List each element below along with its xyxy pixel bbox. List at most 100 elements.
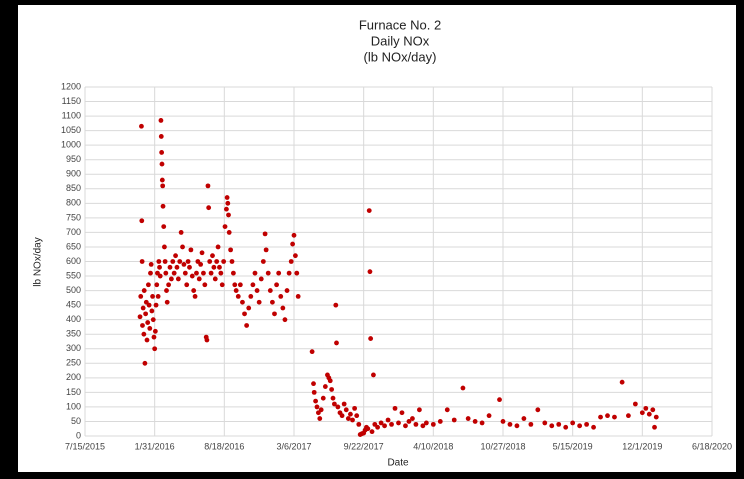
data-point (143, 311, 149, 317)
data-point (218, 270, 224, 276)
data-point (201, 270, 206, 276)
data-point (650, 407, 656, 413)
data-point (313, 398, 318, 404)
data-point (158, 118, 164, 123)
data-point (230, 270, 236, 276)
data-point (472, 419, 478, 424)
data-point (265, 270, 271, 276)
data-point (188, 247, 194, 253)
data-point (598, 414, 603, 420)
data-point (350, 417, 355, 423)
data-point (256, 299, 262, 305)
data-point (242, 311, 247, 317)
data-point (194, 270, 199, 276)
y-tick-label: 600 (66, 256, 81, 266)
data-point (260, 259, 266, 264)
data-point (437, 419, 443, 424)
data-point (187, 264, 192, 270)
data-point (211, 264, 217, 270)
data-point (399, 410, 405, 416)
data-point (339, 413, 345, 419)
data-point (334, 340, 339, 346)
data-point (465, 416, 471, 421)
data-point (570, 420, 576, 426)
data-point (626, 413, 631, 419)
data-point (139, 218, 145, 224)
data-point (367, 269, 373, 275)
data-point (139, 123, 144, 129)
data-point (292, 253, 298, 259)
data-point (278, 294, 284, 299)
data-point (290, 241, 296, 247)
data-point (652, 424, 657, 430)
data-point (521, 416, 527, 421)
data-point (140, 305, 146, 311)
y-tick-label: 1150 (62, 96, 81, 106)
data-point (591, 424, 596, 430)
data-point (528, 421, 534, 427)
x-tick-label: 4/10/2018 (413, 441, 453, 451)
data-point (171, 270, 177, 276)
data-point (294, 270, 300, 276)
data-point (444, 407, 450, 413)
data-point (378, 420, 384, 426)
data-point (500, 419, 506, 424)
data-point (140, 323, 145, 328)
data-point (222, 224, 228, 230)
data-point (632, 401, 638, 407)
x-axis-label: Date (387, 458, 409, 469)
data-point (138, 294, 144, 299)
data-point (343, 407, 349, 413)
data-point (206, 205, 212, 211)
data-point (392, 405, 398, 411)
data-point (198, 262, 204, 267)
data-point (150, 317, 156, 323)
x-tick-label: 1/31/2016 (135, 441, 175, 451)
y-tick-label: 850 (66, 183, 81, 193)
data-point (396, 420, 401, 426)
data-point (162, 244, 167, 250)
data-point (153, 302, 159, 308)
data-point (288, 259, 294, 264)
data-point (228, 247, 234, 253)
data-point (352, 405, 358, 411)
data-point (556, 421, 562, 427)
data-point (202, 282, 208, 288)
data-point (191, 288, 197, 293)
data-point (148, 262, 154, 267)
y-tick-label: 400 (66, 314, 81, 324)
y-tick-label: 1050 (61, 125, 81, 135)
y-tick-label: 1000 (61, 140, 81, 150)
data-point (643, 405, 649, 411)
data-point (311, 381, 316, 387)
data-point (225, 200, 231, 206)
y-tick-label: 1200 (61, 81, 81, 91)
data-point (646, 411, 652, 417)
data-point (229, 259, 235, 264)
data-point (150, 294, 155, 299)
data-point (244, 323, 250, 328)
data-point (254, 288, 260, 293)
data-point (639, 410, 645, 416)
y-tick-label: 800 (66, 198, 81, 208)
data-point (170, 259, 176, 264)
data-point (329, 387, 335, 392)
data-point (168, 276, 174, 282)
data-point (151, 334, 157, 340)
data-point (270, 299, 275, 305)
data-point (205, 183, 211, 189)
data-point (154, 282, 160, 288)
data-point (335, 404, 341, 410)
data-point (237, 282, 243, 288)
chart-background (18, 5, 736, 472)
y-tick-label: 550 (66, 270, 81, 280)
y-tick-label: 500 (66, 285, 81, 295)
data-point (146, 302, 152, 308)
y-tick-label: 1100 (62, 110, 81, 120)
data-point (196, 276, 202, 282)
data-point (141, 331, 147, 337)
data-point (286, 270, 292, 276)
data-point (145, 320, 151, 325)
data-point (246, 305, 252, 311)
y-tick-label: 700 (66, 227, 81, 237)
